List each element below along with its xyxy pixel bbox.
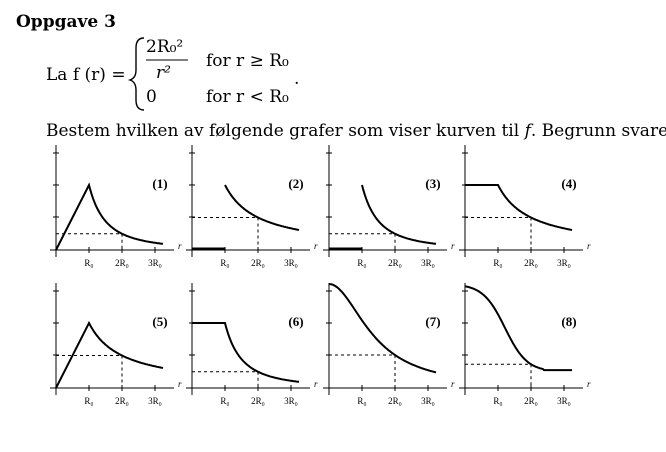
- x-tick-label: 2R₀: [524, 396, 538, 406]
- x-tick-label: 3R₀: [148, 396, 162, 406]
- x-tick-label: R₀: [84, 258, 93, 268]
- x-tick-label: R₀: [220, 396, 229, 406]
- guide-line: [192, 217, 259, 250]
- graph: R₀ 2R₀ 3R₀ r (3): [323, 145, 455, 268]
- graph-label: (7): [425, 314, 440, 329]
- formula-lhs: La f (r) =: [46, 65, 126, 85]
- graph-label: (1): [152, 176, 167, 191]
- question-text: . Begrunn svaret.: [531, 121, 666, 141]
- guide-line: [56, 355, 123, 388]
- condition-2: for r < R₀: [206, 87, 289, 107]
- graph-label: (4): [561, 176, 576, 191]
- x-tick-label: 3R₀: [284, 258, 298, 268]
- graph: R₀ 2R₀ 3R₀ r (2): [186, 145, 318, 268]
- graph: R₀ 2R₀ 3R₀ r (7): [323, 283, 455, 406]
- graph: R₀ 2R₀ 3R₀ r (4): [459, 145, 591, 268]
- x-tick-label: 2R₀: [251, 258, 265, 268]
- numerator: 2R₀²: [146, 37, 183, 57]
- curve: [55, 182, 164, 251]
- x-tick-label: 3R₀: [421, 396, 435, 406]
- guide-line: [192, 371, 259, 388]
- x-tick-label: 3R₀: [557, 258, 571, 268]
- x-tick-label: 3R₀: [557, 396, 571, 406]
- brace: [127, 37, 145, 111]
- graph-label: (5): [152, 314, 167, 329]
- curve: [55, 320, 164, 389]
- graph-label: (8): [561, 314, 576, 329]
- axis-label: r: [314, 241, 318, 251]
- denominator: r²: [156, 63, 171, 83]
- case2-value: 0: [146, 87, 157, 107]
- graph: R₀ 2R₀ 3R₀ r (6): [186, 283, 318, 406]
- x-tick-label: R₀: [493, 258, 502, 268]
- graphs: R₀ 2R₀ 3R₀ r (1) R₀ 2R₀ 3R₀ r (2) R₀ 2R₀ 3R₀ r (3) R₀ 2R…: [50, 145, 591, 406]
- graph-label: (3): [425, 176, 440, 191]
- condition-1: for r ≥ R₀: [206, 51, 289, 71]
- guide-line: [329, 354, 396, 388]
- x-tick-label: 2R₀: [388, 258, 402, 268]
- x-tick-label: 2R₀: [524, 258, 538, 268]
- curve: [328, 283, 437, 374]
- formula-end: .: [294, 69, 299, 89]
- x-tick-label: R₀: [357, 396, 366, 406]
- graph: R₀ 2R₀ 3R₀ r (1): [50, 145, 182, 268]
- axis-label: r: [178, 379, 182, 389]
- axis-label: r: [314, 379, 318, 389]
- x-tick-label: 3R₀: [284, 396, 298, 406]
- x-tick-label: 3R₀: [148, 258, 162, 268]
- guide-line: [329, 233, 396, 250]
- x-tick-label: R₀: [493, 396, 502, 406]
- curve: [464, 285, 572, 372]
- axis-label: r: [587, 241, 591, 251]
- x-tick-label: 2R₀: [388, 396, 402, 406]
- x-tick-label: 2R₀: [115, 396, 129, 406]
- axis-label: r: [451, 379, 455, 389]
- graph: R₀ 2R₀ 3R₀ r (5): [50, 283, 182, 406]
- title: Oppgave 3: [16, 12, 116, 32]
- question-symbol: f: [523, 121, 534, 141]
- axis-label: r: [451, 241, 455, 251]
- graph: R₀ 2R₀ 3R₀ r (8): [459, 283, 591, 406]
- graph-label: (6): [288, 314, 303, 329]
- curve: [224, 184, 300, 231]
- curve: [192, 322, 300, 383]
- question: Bestem hvilken av følgende grafer som vi…: [46, 121, 666, 141]
- axis-label: r: [587, 379, 591, 389]
- guide-line: [56, 233, 123, 250]
- guide-line: [465, 217, 532, 250]
- question-text: Bestem hvilken av følgende grafer som vi…: [46, 121, 525, 141]
- axis-label: r: [178, 241, 182, 251]
- guide-line: [465, 363, 532, 388]
- x-tick-label: R₀: [220, 258, 229, 268]
- curve: [465, 184, 573, 231]
- curve: [361, 184, 437, 245]
- x-tick-label: 2R₀: [251, 396, 265, 406]
- x-tick-label: R₀: [84, 396, 93, 406]
- x-tick-label: 2R₀: [115, 258, 129, 268]
- x-tick-label: 3R₀: [421, 258, 435, 268]
- x-tick-label: R₀: [357, 258, 366, 268]
- graph-label: (2): [288, 176, 303, 191]
